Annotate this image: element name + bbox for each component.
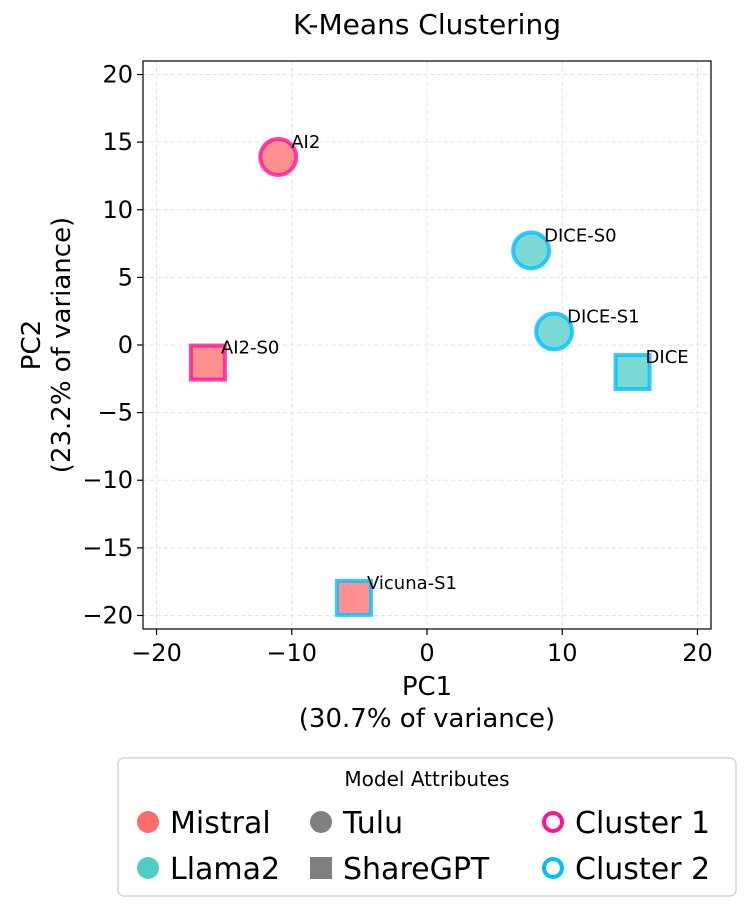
legend-label-llama2: Llama2 — [170, 852, 280, 887]
point-ai2 — [258, 137, 299, 178]
y-tick-label: −10 — [82, 466, 133, 494]
point-dice-s0 — [511, 230, 552, 271]
y-tick-label: −5 — [98, 399, 133, 427]
point-label-dice-s1: DICE-S1 — [567, 306, 639, 327]
point-label-dice-s0: DICE-S0 — [544, 225, 616, 246]
point-label-ai2-s0: AI2-S0 — [221, 338, 279, 359]
axis-ticks: −20 −10 0 10 20 −20 −15 −10 −5 0 5 10 15 20 — [82, 61, 712, 667]
legend-marker-cluster-1 — [542, 811, 564, 833]
point-label-vicuna-s1: Vicuna-S1 — [367, 573, 457, 594]
legend-title: Model Attributes — [344, 767, 509, 791]
point-ai2-s0 — [188, 343, 227, 382]
point-label-ai2: AI2 — [291, 132, 320, 153]
y-tick-label: 10 — [102, 196, 133, 224]
y-tick-label: 20 — [102, 61, 133, 89]
legend: Model Attributes Mistral Llama2 Tulu ShareG… — [117, 757, 737, 897]
x-tick-label: 0 — [419, 639, 434, 667]
point-vicuna-s1 — [334, 578, 373, 617]
legend-marker-cluster-2 — [542, 857, 564, 879]
x-tick-label: 20 — [682, 639, 713, 667]
chart-title: K-Means Clustering — [293, 8, 561, 41]
x-tick-label: −20 — [131, 639, 182, 667]
legend-label-cluster-2: Cluster 2 — [575, 852, 710, 887]
legend-label-tulu: Tulu — [342, 806, 403, 841]
y-tick-label: −15 — [82, 534, 133, 562]
data-points: AI2 AI2-S0 DICE-S0 DICE-S1 DICE Vicuna-S1 — [188, 132, 689, 617]
legend-marker-sharegpt — [310, 857, 332, 879]
y-tick-label: 15 — [102, 128, 133, 156]
legend-frame — [117, 757, 737, 897]
x-tick-label: 10 — [547, 639, 578, 667]
x-tick-label: −10 — [266, 639, 317, 667]
legend-label-sharegpt: ShareGPT — [343, 852, 490, 887]
legend-label-cluster-1: Cluster 1 — [575, 806, 710, 841]
y-tick-label: 5 — [118, 263, 133, 291]
y-tick-label: 0 — [118, 331, 133, 359]
x-axis-label: PC1 — [402, 672, 452, 702]
legend-marker-tulu — [310, 811, 332, 833]
grid — [143, 61, 711, 629]
point-dice — [613, 353, 652, 392]
legend-marker-mistral — [137, 811, 159, 833]
legend-label-mistral: Mistral — [170, 806, 271, 841]
y-axis-label-sub: (23.2% of variance) — [47, 217, 77, 473]
x-axis-label-sub: (30.7% of variance) — [299, 704, 555, 734]
point-label-dice: DICE — [646, 347, 689, 368]
y-tick-label: −20 — [82, 601, 133, 629]
point-dice-s1 — [534, 311, 575, 352]
legend-marker-llama2 — [137, 857, 159, 879]
y-axis-label: PC2 — [17, 320, 47, 370]
